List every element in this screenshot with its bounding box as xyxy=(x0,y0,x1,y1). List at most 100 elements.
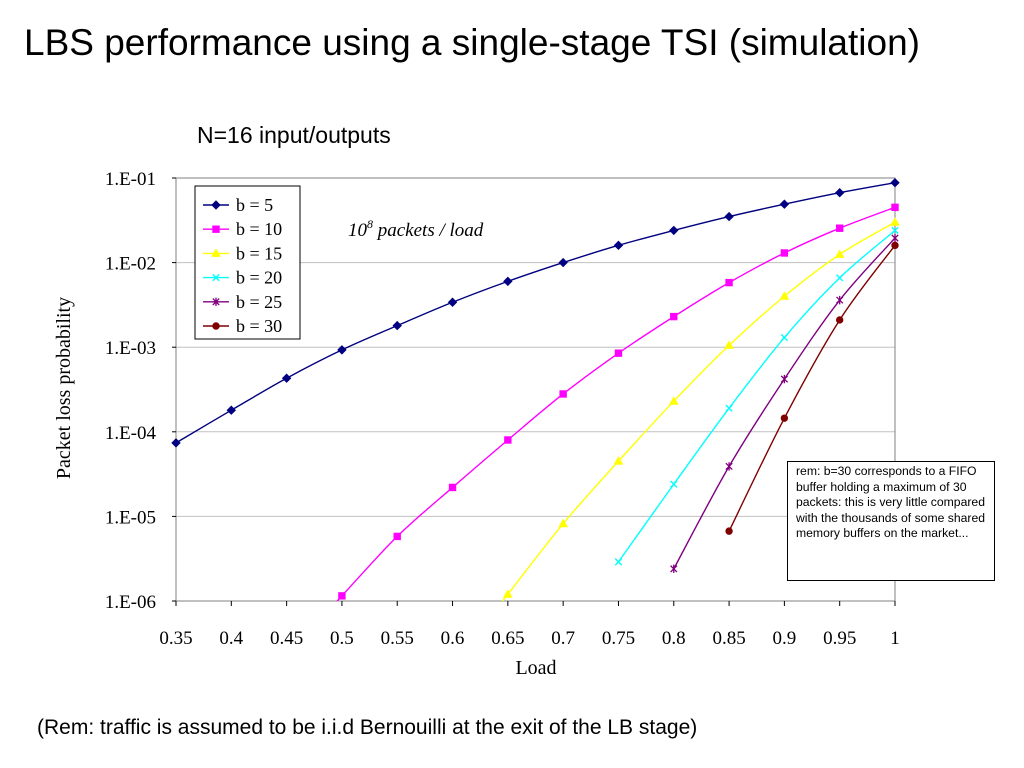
data-point xyxy=(835,224,844,232)
legend-item: b = 25 xyxy=(203,292,282,312)
legend-label: b = 20 xyxy=(236,268,282,288)
data-point xyxy=(780,374,789,384)
data-point xyxy=(779,199,790,209)
data-point xyxy=(226,405,237,415)
legend: b = 5 b = 10 b = 15 b = 20 b = 25 b = 30 xyxy=(194,185,301,340)
legend-item: b = 15 xyxy=(203,243,282,263)
data-point xyxy=(559,390,567,398)
legend-swatch-marker xyxy=(212,225,220,233)
data-point xyxy=(614,558,623,566)
legend-swatch-marker xyxy=(211,200,221,210)
y-tick-label: 1.E-01 xyxy=(105,169,156,190)
x-tick-label: 0.65 xyxy=(491,628,524,649)
data-point xyxy=(392,320,402,331)
x-tick-label: 0.55 xyxy=(381,628,414,649)
data-point xyxy=(613,456,624,465)
x-tick-label: 0.7 xyxy=(551,628,575,649)
data-point xyxy=(725,527,733,535)
data-point xyxy=(780,249,789,257)
chart-title: N=16 input/outputs xyxy=(197,122,391,148)
y-tick-label: 1.E-06 xyxy=(105,592,156,613)
x-tick-label: 0.8 xyxy=(662,628,686,649)
annotation-base: 10 xyxy=(348,220,368,241)
series-markers xyxy=(171,177,900,600)
data-point xyxy=(338,592,346,600)
data-point xyxy=(613,240,624,251)
plot-area xyxy=(175,177,896,602)
data-point xyxy=(558,257,568,268)
data-point xyxy=(337,345,347,355)
data-point xyxy=(779,291,790,300)
legend-swatch-marker xyxy=(212,322,220,330)
legend-item: b = 10 xyxy=(203,219,282,239)
y-tick-label: 1.E-03 xyxy=(105,338,156,359)
y-tick-label: 1.E-02 xyxy=(105,254,156,275)
x-tick-label: 0.35 xyxy=(159,628,192,649)
y-tick-label: 1.E-04 xyxy=(105,423,157,444)
axis-ticks xyxy=(172,177,896,606)
data-point xyxy=(447,297,458,307)
legend-swatch-marker xyxy=(212,273,220,282)
x-tick-labels: 0.35 0.4 0.45 0.5 0.55 0.6 0.65 0.7 0.75 0.8 0.85 0… xyxy=(159,628,899,649)
legend-swatch-marker xyxy=(212,297,220,306)
y-axis-label: Packet loss probability xyxy=(53,297,75,479)
data-point xyxy=(890,177,900,188)
legend-item: b = 5 xyxy=(203,195,273,215)
data-point xyxy=(836,295,844,305)
data-point xyxy=(834,188,845,198)
x-tick-label: 0.9 xyxy=(773,628,797,649)
x-tick-label: 0.4 xyxy=(219,628,243,649)
data-point xyxy=(171,438,181,448)
data-point xyxy=(835,274,844,282)
slide-title: LBS performance using a single-stage TSI… xyxy=(24,22,920,63)
legend-item: b = 20 xyxy=(203,268,282,288)
data-point xyxy=(669,225,679,236)
data-point xyxy=(558,518,569,528)
data-point xyxy=(614,349,623,357)
data-point xyxy=(502,589,513,598)
footer-note: (Rem: traffic is assumed to be i.i.d Ber… xyxy=(37,716,698,739)
legend-label: b = 30 xyxy=(236,316,282,336)
chart: N=16 input/outputs 1.E-01 1.E-02 1.E-03 1.E… xyxy=(53,122,900,679)
packets-annotation: 108 packets / load xyxy=(348,217,484,241)
annotation-text: packets / load xyxy=(373,220,484,241)
legend-swatch-marker xyxy=(211,248,221,257)
annotation-exponent: 8 xyxy=(367,217,373,231)
series-line-b6 xyxy=(728,244,895,532)
data-point xyxy=(448,483,457,492)
data-point xyxy=(670,480,678,488)
data-point xyxy=(890,217,900,226)
data-point xyxy=(780,333,789,342)
x-tick-label: 1 xyxy=(890,628,900,649)
data-point xyxy=(670,564,678,574)
data-point xyxy=(725,462,733,471)
y-tick-labels: 1.E-01 1.E-02 1.E-03 1.E-04 1.E-05 1.E-06 xyxy=(105,169,157,613)
data-point xyxy=(503,276,513,287)
data-point xyxy=(891,233,899,243)
legend-label: b = 10 xyxy=(236,219,282,239)
x-axis-label: Load xyxy=(515,657,556,679)
legend-label: b = 25 xyxy=(236,292,282,312)
data-point xyxy=(835,316,844,324)
data-point xyxy=(281,373,292,383)
data-point xyxy=(724,211,734,222)
data-point xyxy=(668,396,679,405)
note-box: rem: b=30 corresponds to a FIFO buffer h… xyxy=(787,461,995,581)
legend-item: b = 30 xyxy=(203,316,282,336)
legend-label: b = 5 xyxy=(236,195,273,215)
data-point xyxy=(891,241,899,250)
x-tick-label: 0.75 xyxy=(602,628,635,649)
x-tick-label: 0.5 xyxy=(330,628,354,649)
data-point xyxy=(891,203,899,212)
x-tick-label: 0.45 xyxy=(270,628,303,649)
data-point xyxy=(670,312,678,321)
legend-box xyxy=(194,185,301,340)
data-point xyxy=(724,340,734,349)
data-point xyxy=(504,436,512,444)
x-tick-label: 0.95 xyxy=(823,628,856,649)
data-point xyxy=(834,249,845,258)
data-point xyxy=(891,226,899,235)
data-point xyxy=(393,532,401,541)
data-point xyxy=(725,404,733,412)
legend-label: b = 15 xyxy=(236,243,282,263)
